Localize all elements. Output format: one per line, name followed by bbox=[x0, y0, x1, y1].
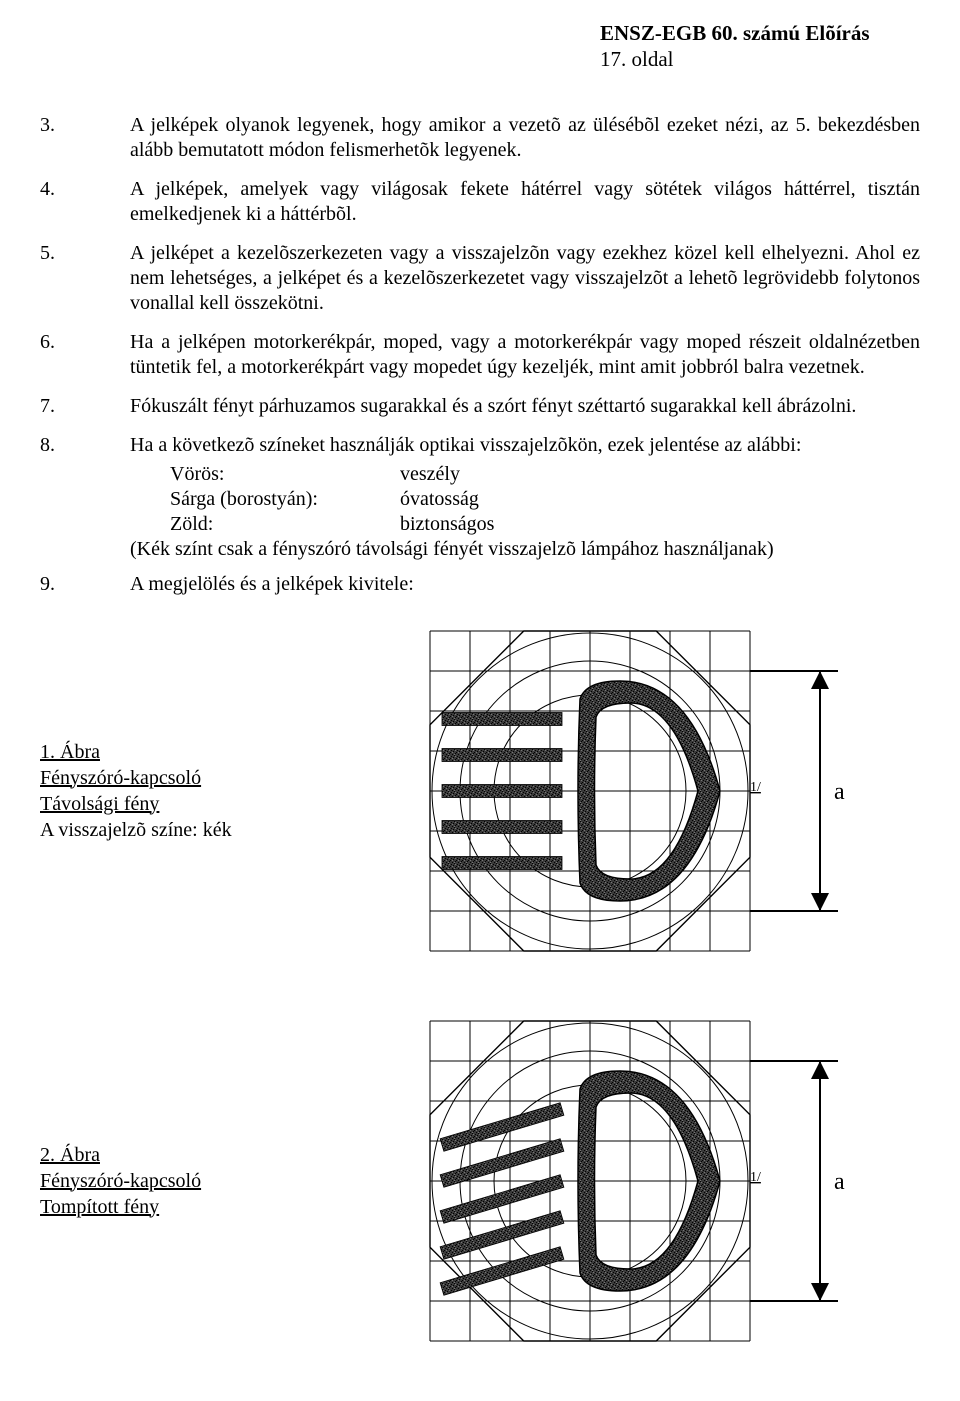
svg-text:a: a bbox=[834, 779, 845, 805]
color-meaning-table: Vörös: veszély Sárga (borostyán): óvatos… bbox=[170, 462, 920, 537]
item-number: 9. bbox=[40, 572, 130, 597]
list-item: 6. Ha a jelképen motorkerékpár, moped, v… bbox=[40, 330, 920, 380]
figure-line: Távolsági fény bbox=[40, 791, 390, 817]
color-note: (Kék színt csak a fényszóró távolsági fé… bbox=[130, 537, 920, 562]
figure-1-block: 1. Ábra Fényszóró-kapcsoló Távolsági fén… bbox=[40, 611, 920, 971]
color-meaning: biztonságos bbox=[400, 512, 920, 537]
item-number: 8. bbox=[40, 433, 130, 458]
figure-title: 2. Ábra bbox=[40, 1142, 390, 1168]
color-label: Vörös: bbox=[170, 462, 400, 487]
figure-title: 1. Ábra bbox=[40, 739, 390, 765]
figure-line: Fényszóró-kapcsoló bbox=[40, 1168, 390, 1194]
page-header: ENSZ-EGB 60. számú Elõírás 17. oldal bbox=[600, 20, 920, 73]
table-row: Sárga (borostyán): óvatosság bbox=[170, 487, 920, 512]
item-number: 3. bbox=[40, 113, 130, 163]
svg-text:1/: 1/ bbox=[750, 1170, 761, 1185]
header-line-2: 17. oldal bbox=[600, 46, 920, 72]
figure-1-image: a 1/ bbox=[390, 611, 920, 971]
item-text: Ha a következõ színeket használják optik… bbox=[130, 433, 920, 458]
figure-2-caption: 2. Ábra Fényszóró-kapcsoló Tompított fén… bbox=[40, 1142, 390, 1220]
item-number: 7. bbox=[40, 394, 130, 419]
list-item: 9. A megjelölés és a jelképek kivitele: bbox=[40, 572, 920, 597]
figure-2-block: 2. Ábra Fényszóró-kapcsoló Tompított fén… bbox=[40, 1001, 920, 1361]
figure-1-caption: 1. Ábra Fényszóró-kapcsoló Távolsági fén… bbox=[40, 739, 390, 843]
figure-extra: A visszajelzõ színe: kék bbox=[40, 817, 390, 843]
svg-text:a: a bbox=[834, 1169, 845, 1195]
item-number: 4. bbox=[40, 177, 130, 227]
color-meaning: óvatosság bbox=[400, 487, 920, 512]
item-text: A jelképek, amelyek vagy világosak feket… bbox=[130, 177, 920, 227]
figure-line: Tompított fény bbox=[40, 1194, 390, 1220]
item-text: Fókuszált fényt párhuzamos sugarakkal és… bbox=[130, 394, 920, 419]
svg-text:1/: 1/ bbox=[750, 780, 761, 795]
numbered-list: 3. A jelképek olyanok legyenek, hogy ami… bbox=[40, 113, 920, 597]
headlamp-high-beam-diagram: a 1/ bbox=[390, 611, 870, 971]
list-item: 3. A jelképek olyanok legyenek, hogy ami… bbox=[40, 113, 920, 163]
list-item: 7. Fókuszált fényt párhuzamos sugarakkal… bbox=[40, 394, 920, 419]
item-text: A jelképet a kezelõszerkezeten vagy a vi… bbox=[130, 241, 920, 316]
list-item: 8. Ha a következõ színeket használják op… bbox=[40, 433, 920, 458]
figure-2-image: a 1/ bbox=[390, 1001, 920, 1361]
item-number: 6. bbox=[40, 330, 130, 380]
table-row: Vörös: veszély bbox=[170, 462, 920, 487]
item-number: 5. bbox=[40, 241, 130, 316]
headlamp-low-beam-diagram: a 1/ bbox=[390, 1001, 870, 1361]
color-meaning: veszély bbox=[400, 462, 920, 487]
page: ENSZ-EGB 60. számú Elõírás 17. oldal 3. … bbox=[0, 0, 960, 1401]
list-item: 5. A jelképet a kezelõszerkezeten vagy a… bbox=[40, 241, 920, 316]
color-label: Zöld: bbox=[170, 512, 400, 537]
color-label: Sárga (borostyán): bbox=[170, 487, 400, 512]
item-text: A megjelölés és a jelképek kivitele: bbox=[130, 572, 920, 597]
header-line-1: ENSZ-EGB 60. számú Elõírás bbox=[600, 20, 920, 46]
item-text: A jelképek olyanok legyenek, hogy amikor… bbox=[130, 113, 920, 163]
table-row: Zöld: biztonságos bbox=[170, 512, 920, 537]
item-text: Ha a jelképen motorkerékpár, moped, vagy… bbox=[130, 330, 920, 380]
figure-line: Fényszóró-kapcsoló bbox=[40, 765, 390, 791]
list-item: 4. A jelképek, amelyek vagy világosak fe… bbox=[40, 177, 920, 227]
